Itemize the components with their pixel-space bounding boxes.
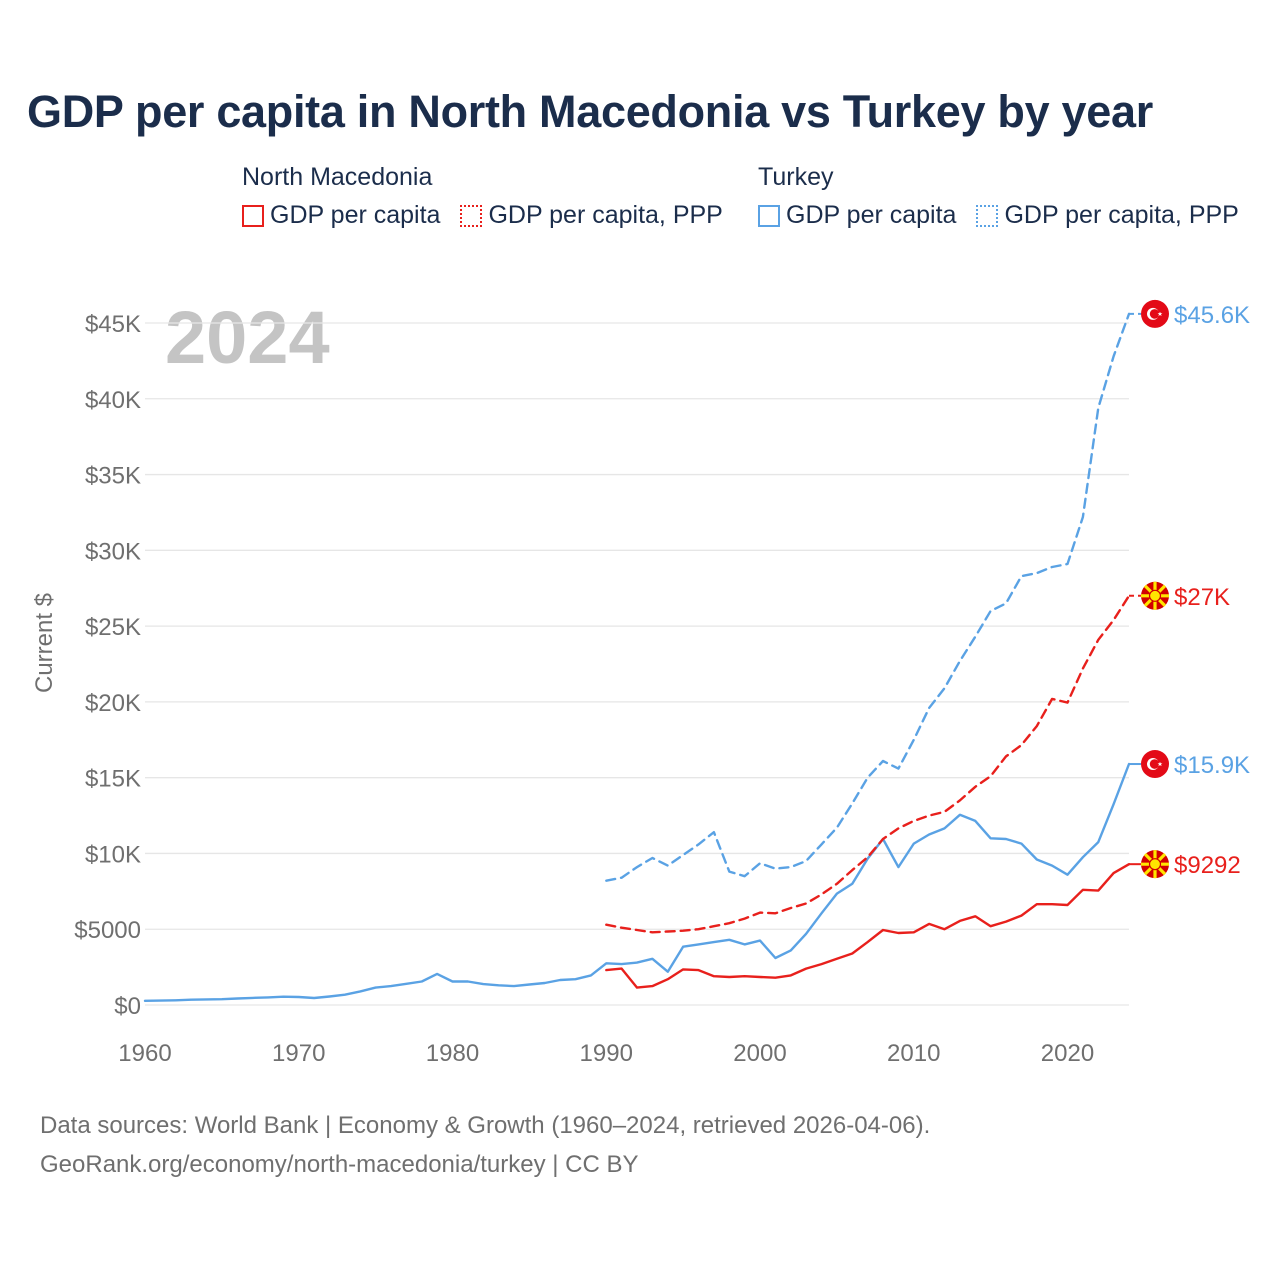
turkey-flag-icon — [1141, 750, 1169, 779]
x-tick-label: 2020 — [1041, 1040, 1094, 1067]
series-line-north_macedonia-ppp[interactable] — [605, 594, 1131, 934]
series-end-label: $9292 — [1174, 852, 1241, 879]
series-end-label: $15.9K — [1174, 752, 1250, 779]
y-tick-label: $25K — [85, 614, 141, 641]
source-note: Data sources: World Bank | Economy & Gro… — [40, 1106, 930, 1184]
x-tick-label: 1990 — [580, 1040, 633, 1067]
x-tick-label: 1960 — [118, 1040, 171, 1067]
x-tick-label: 2010 — [887, 1040, 940, 1067]
series-line-north_macedonia[interactable] — [605, 863, 1131, 989]
legend-country-label: North Macedonia — [242, 163, 433, 191]
legend-item-label: GDP per capita — [270, 201, 441, 229]
north-macedonia-flag-icon — [1140, 580, 1170, 611]
legend-swatch-solid-blue — [758, 204, 780, 227]
legend-item-turkey-gdp-ppp[interactable]: GDP per capita, PPP — [976, 201, 1239, 230]
x-tick-label: 1980 — [426, 1040, 479, 1067]
y-tick-label: $35K — [85, 463, 141, 490]
north-macedonia-flag-icon — [1140, 849, 1170, 880]
legend-swatch-solid-red — [242, 204, 264, 227]
y-axis-label: Current $ — [31, 593, 58, 693]
legend-item-north-macedonia-gdp-ppp[interactable]: GDP per capita, PPP — [460, 201, 723, 230]
series-end-label: $27K — [1174, 584, 1230, 611]
legend-swatch-dotted-blue — [976, 204, 999, 227]
y-tick-label: $30K — [85, 538, 141, 565]
legend-item-north-macedonia-gdp[interactable]: GDP per capita — [242, 201, 440, 230]
y-tick-label: $40K — [85, 387, 141, 414]
y-tick-labels: $0 $5000 $10K $15K $20K $25K $30K $35K $40K $45K — [74, 311, 141, 1020]
x-tick-label: 1970 — [272, 1040, 325, 1067]
legend-country-label: Turkey — [758, 163, 834, 191]
source-line-1: Data sources: World Bank | Economy & Gro… — [40, 1112, 931, 1139]
grid-lines — [145, 322, 1129, 1006]
x-tick-label: 2000 — [733, 1040, 786, 1067]
legend-group-north-macedonia: North Macedonia GDP per capita GDP per c… — [242, 160, 743, 230]
legend-swatch-dotted-red — [460, 204, 483, 227]
end-markers: $15.9K $45.6K $9292 $27K — [1129, 299, 1250, 880]
series-line-turkey[interactable] — [143, 762, 1131, 1002]
chart-title: GDP per capita in North Macedonia vs Tur… — [27, 86, 1153, 137]
y-tick-label: $45K — [85, 311, 141, 338]
legend-item-label: GDP per capita, PPP — [1004, 201, 1239, 229]
legend-item-label: GDP per capita, PPP — [488, 201, 723, 229]
source-line-2[interactable]: GeoRank.org/economy/north-macedonia/turk… — [40, 1151, 639, 1178]
legend-item-label: GDP per capita — [786, 201, 957, 229]
series-end-label: $45.6K — [1174, 302, 1250, 329]
year-watermark: 2024 — [165, 296, 330, 379]
y-tick-label: $20K — [85, 690, 141, 717]
x-tick-labels: 1960 1970 1980 1990 2000 2010 2020 — [118, 1040, 1094, 1067]
turkey-flag-icon — [1141, 299, 1169, 328]
y-tick-label: $0 — [114, 993, 141, 1020]
y-tick-label: $15K — [85, 766, 141, 793]
legend-group-turkey: Turkey GDP per capita GDP per capita, PP… — [758, 160, 1259, 230]
legend-item-turkey-gdp[interactable]: GDP per capita — [758, 201, 956, 230]
y-tick-label: $5000 — [74, 917, 141, 944]
series-layer — [143, 312, 1131, 1002]
series-line-turkey-ppp[interactable] — [605, 312, 1131, 882]
y-tick-label: $10K — [85, 841, 141, 868]
